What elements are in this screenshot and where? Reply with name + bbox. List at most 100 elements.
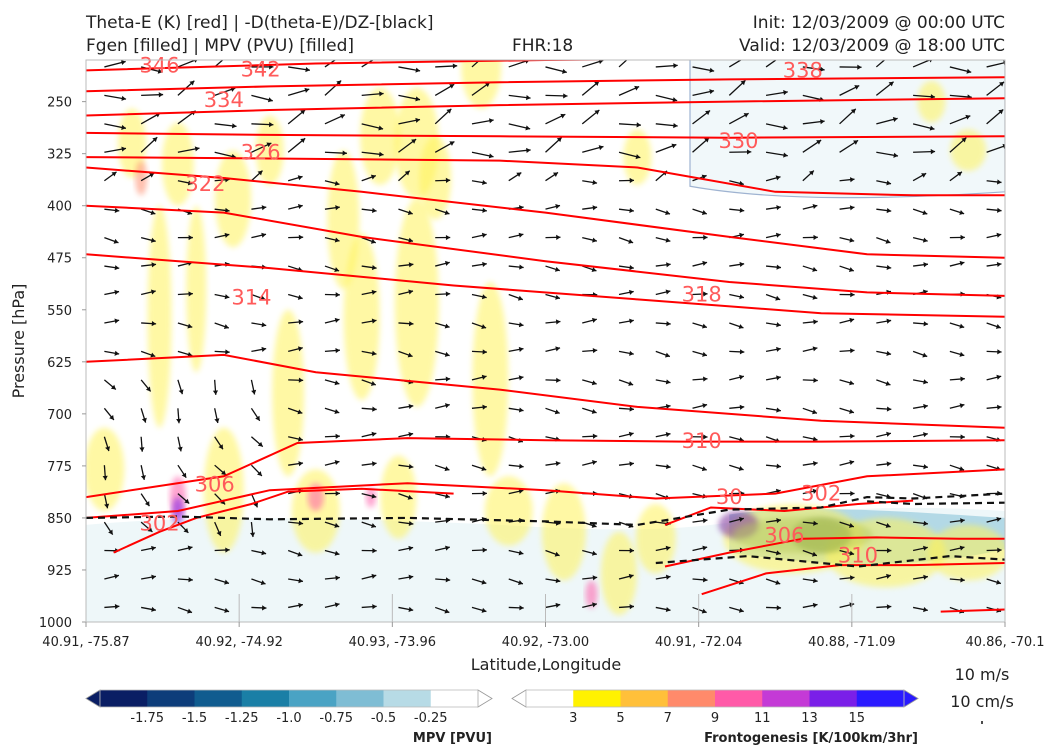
colorbar-frame — [99, 689, 479, 708]
wind-vector-head — [372, 461, 377, 467]
wind-vector-head — [629, 318, 634, 324]
colorbar-tick-label: -0.25 — [414, 711, 448, 726]
y-tick-label: 250 — [47, 96, 72, 111]
wind-vector-head — [960, 518, 965, 524]
colorbar-segment — [430, 690, 479, 707]
wind-vector-head — [739, 374, 744, 380]
wind-vector-head — [342, 150, 347, 156]
colorbar-tick-label: -0.75 — [319, 711, 353, 726]
wind-vector-head — [147, 527, 153, 532]
wind-vector-head — [445, 234, 451, 241]
wind-vector-head — [481, 466, 487, 471]
wind-vector-head — [848, 522, 854, 528]
wind-vector-head — [886, 207, 892, 214]
wind-vector-head — [554, 409, 560, 415]
wind-vector-head — [739, 516, 744, 522]
wind-vector-head — [114, 604, 120, 610]
wind-vector-head — [519, 264, 524, 270]
wind-vector-head — [739, 232, 744, 238]
wind-vector-head — [922, 237, 928, 243]
wind-vector-head — [338, 55, 343, 60]
fgen-blob — [186, 205, 207, 373]
wind-vector-head — [672, 97, 678, 103]
wind-vector-head — [105, 446, 111, 452]
colorbar-segment — [715, 690, 763, 707]
wind-vector-head — [334, 267, 340, 272]
wind-vector-head — [812, 204, 818, 210]
y-tick-label: 400 — [47, 200, 72, 215]
mpv-colorbar: -1.75 -1.5 -1.25 -1.0 -0.75 -0.5 -0.25 — [85, 689, 493, 726]
wind-vector-head — [628, 289, 634, 295]
wind-vector-head — [562, 68, 567, 74]
colorbar-tick-label: 3 — [569, 711, 577, 726]
wind-vector-head — [849, 237, 855, 243]
wind-vector-head — [775, 580, 781, 585]
wind-vector-head — [1002, 143, 1005, 149]
wind-vector-head — [114, 265, 120, 271]
wind-vector-head — [959, 260, 965, 266]
wind-vector-head — [629, 406, 634, 412]
wind-vector-head — [370, 238, 376, 244]
wind-vector-head — [703, 291, 708, 297]
wind-vector-head — [158, 92, 164, 98]
wind-vector-head — [923, 379, 928, 385]
colorbar-segment — [383, 690, 432, 707]
theta-e-contour-label: 338 — [783, 58, 823, 82]
wind-vector-head — [449, 84, 455, 89]
theta-e-contour-label: 306 — [195, 473, 235, 497]
colorbar-tick-label: -1.25 — [225, 711, 259, 726]
wind-vector-head — [187, 608, 193, 614]
wind-vector-head — [776, 605, 782, 611]
wind-vector-head — [886, 406, 892, 412]
wind-vector-head — [188, 235, 193, 241]
wind-vector-head — [150, 210, 156, 215]
fgen-blob — [484, 476, 533, 546]
wind-vector-head — [739, 180, 744, 186]
wind-vector-head — [628, 238, 634, 244]
theta-e-contour-label: 310 — [682, 429, 722, 453]
wind-vector-head — [739, 404, 745, 410]
valid-time-label: Valid: 12/03/2009 @ 18:00 UTC — [739, 36, 1005, 56]
wind-vector-head — [820, 119, 825, 125]
wind-vector-head — [261, 322, 267, 328]
wind-vector-head — [189, 80, 195, 86]
wind-vector-head — [556, 137, 562, 143]
wind-vector-head — [408, 432, 414, 438]
wind-vector-head — [408, 606, 414, 612]
wind-vector-head — [194, 60, 198, 63]
wind-vector-head — [212, 390, 219, 395]
theta-e-contour-label: 330 — [718, 129, 758, 153]
wind-vector — [728, 60, 743, 68]
wind-vector-head — [297, 346, 303, 352]
wind-vector-head — [408, 520, 414, 527]
wind-vector-head — [481, 324, 487, 329]
colorbar-segment — [856, 690, 905, 707]
wind-vector-head — [887, 547, 892, 554]
wind-vector-head — [335, 205, 340, 211]
wind-vector-head — [114, 350, 120, 356]
wind-vector-head — [141, 417, 147, 423]
wind-vector-head — [849, 575, 855, 581]
wind-vector-head — [959, 323, 965, 329]
wind-vector-head — [518, 407, 524, 413]
wind-vector-head — [857, 64, 862, 70]
wind-vector-head — [592, 433, 598, 439]
wind-vector-head — [888, 53, 893, 58]
wind-vector-head — [335, 433, 340, 439]
wind-vector-head — [188, 291, 193, 297]
wind-vector-head — [739, 294, 744, 300]
wind-vector-head — [372, 604, 377, 610]
wind-vector-head — [298, 520, 304, 526]
wind-vector-head — [812, 266, 818, 272]
wind-vector-head — [592, 460, 597, 466]
wind-vector-head — [151, 321, 157, 327]
wind-vector-head — [335, 575, 340, 581]
wind-vector-head — [812, 488, 818, 494]
wind-vector-head — [267, 97, 273, 103]
wind-vector-head — [709, 89, 715, 95]
wind-vector-head — [740, 80, 746, 86]
wind-vector-head — [996, 232, 1002, 238]
wind-vector-head — [408, 321, 414, 327]
wind-vector-head — [298, 578, 303, 584]
wind-vector-head — [334, 550, 340, 556]
